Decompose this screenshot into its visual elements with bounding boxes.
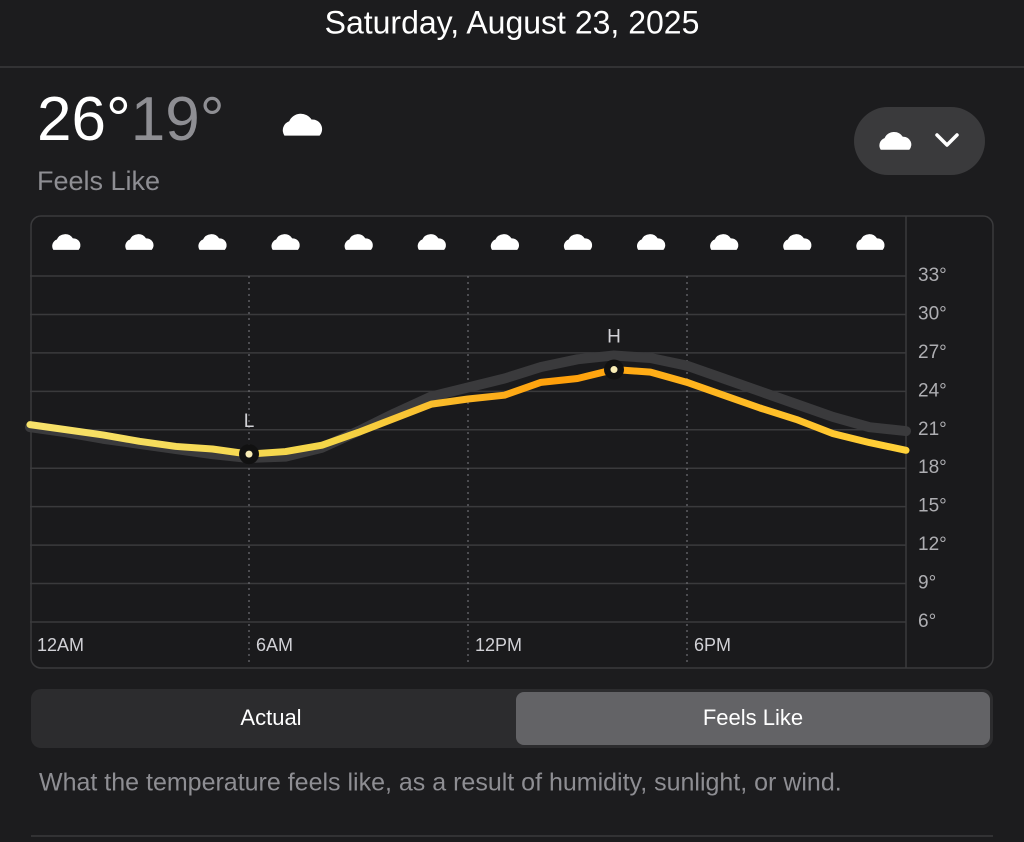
- x-tick-label: 6AM: [256, 635, 293, 655]
- y-tick-label: 33°: [918, 265, 947, 286]
- segment-actual[interactable]: Actual: [240, 705, 301, 730]
- plot: 6° 9° 12° 15° 18° 21° 24° 27° 30° 33° 12AM 6AM 12PM 6…: [25, 265, 947, 662]
- mode-label: Feels Like: [37, 166, 160, 196]
- y-tick-label: 18°: [918, 457, 947, 478]
- x-tick-label: 12PM: [475, 635, 522, 655]
- segment-selected[interactable]: [516, 692, 990, 745]
- date: Saturday, August 23, 2025: [325, 4, 700, 40]
- x-tick-label: 6PM: [694, 635, 731, 655]
- description: What the temperature feels like, as a re…: [39, 769, 842, 797]
- y-tick-label: 12°: [918, 534, 947, 555]
- feels-like-line: [26, 366, 910, 458]
- y-tick-label: 21°: [918, 419, 947, 440]
- chart-panel: [30, 215, 994, 669]
- y-tick-label: 6°: [918, 611, 936, 632]
- segmented-control: Actual Feels Like: [31, 689, 993, 748]
- condition-dropdown[interactable]: [854, 107, 985, 175]
- y-tick-label: 15°: [918, 496, 947, 517]
- y-tick-label: 27°: [918, 342, 947, 363]
- marker-center: [245, 450, 253, 458]
- y-tick-label: 30°: [918, 303, 947, 324]
- high-label: H: [607, 327, 621, 348]
- weather-icon: [282, 113, 323, 136]
- marker-center: [610, 366, 618, 374]
- segment-feels-like[interactable]: Feels Like: [703, 705, 803, 730]
- low-label: L: [244, 411, 255, 432]
- x-tick-label: 12AM: [37, 635, 84, 655]
- y-tick-label: 9°: [918, 573, 936, 594]
- y-tick-label: 24°: [918, 380, 947, 401]
- high-temp: 26°19°: [37, 85, 225, 154]
